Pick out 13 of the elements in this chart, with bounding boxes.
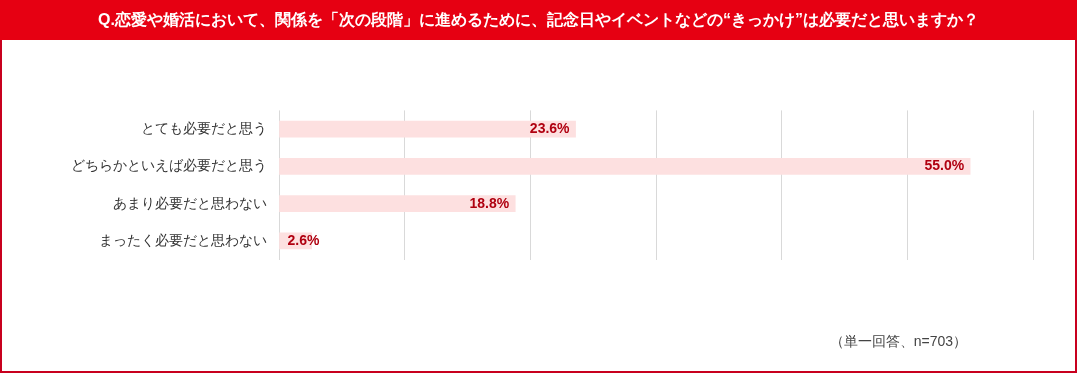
data-label: 23.6% [529, 119, 571, 136]
bar [279, 120, 576, 138]
text: （単一回答、n=703） [829, 333, 967, 351]
bar [279, 195, 516, 212]
chart-title: Q.恋愛や婚活において、関係を「次の段階」に進めるために、記念日やイベントなどの“きっかけ”は必要だと思いますか？ [0, 0, 1077, 40]
data-label: 55.0% [924, 157, 965, 174]
y-tick-label: あまり必要だと思わない [113, 194, 267, 211]
y-tick-label: まったく必要だと思わない [99, 231, 267, 248]
bar [279, 158, 971, 175]
data-label: 18.8% [469, 194, 510, 211]
y-tick-label: どちらかといえば必要だと思う [71, 157, 267, 174]
data-label: 2.6% [287, 231, 320, 248]
y-tick-label: とても必要だと思う [141, 119, 267, 136]
